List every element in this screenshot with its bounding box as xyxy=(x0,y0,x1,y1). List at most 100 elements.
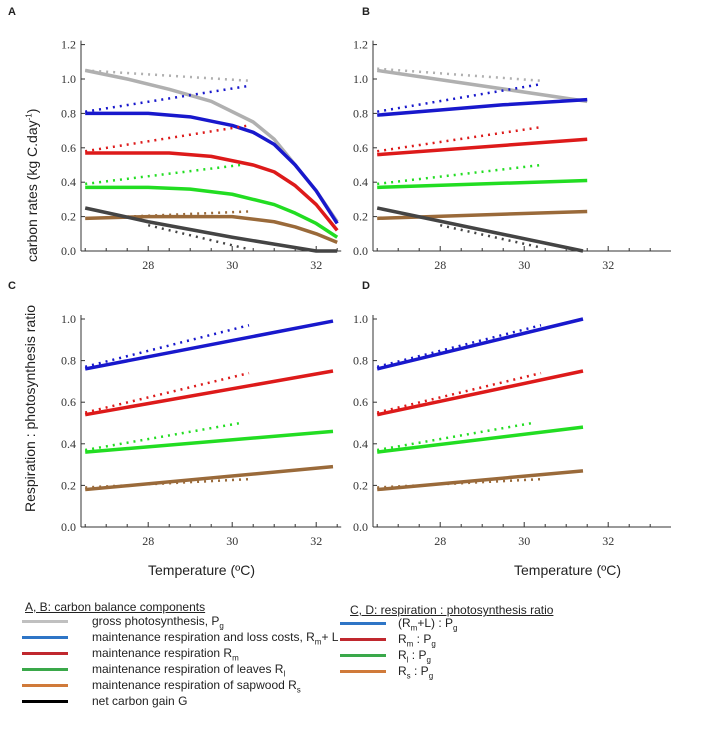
y-tick-label: 1.2 xyxy=(61,38,76,52)
legend-sub: g xyxy=(426,655,431,665)
y-tick-label: 0.6 xyxy=(61,395,76,409)
y-tick-label: 0.4 xyxy=(61,437,76,451)
y-axis-label-cd: Respiration : photosynthesis ratio xyxy=(22,305,38,512)
y-tick-label: 0.8 xyxy=(61,354,76,368)
series-dotted-line xyxy=(84,421,241,452)
y-tick-label: 0.4 xyxy=(61,175,76,189)
legend-text: net carbon gain G xyxy=(92,694,188,708)
legend-label: maintenance respiration Rm xyxy=(92,646,239,662)
legend-swatch xyxy=(22,684,68,687)
series-line xyxy=(85,151,339,232)
y-tick-label: 0.0 xyxy=(353,520,368,534)
legend-swatch xyxy=(340,622,386,625)
legend-text: maintenance respiration R xyxy=(92,646,233,660)
series-line xyxy=(376,425,584,454)
x-axis-label-c: Temperature (ºC) xyxy=(148,562,256,578)
y-tick-label: 0.8 xyxy=(353,106,368,120)
y-tick-label: 1.0 xyxy=(61,312,76,326)
legend-label: Rl : Pg xyxy=(398,648,431,664)
legend-text: R xyxy=(398,664,407,678)
series-line xyxy=(84,206,338,253)
x-tick-label: 32 xyxy=(310,534,322,548)
series-line xyxy=(85,214,338,245)
series-dotted-line xyxy=(376,421,533,452)
series-line xyxy=(376,369,584,417)
legend-ab-title: A, B: carbon balance components xyxy=(25,600,206,614)
legend-text: : P xyxy=(408,648,427,662)
series-dotted-line xyxy=(85,163,241,186)
legend-label: gross photosynthesis, Pg xyxy=(92,614,224,630)
series-line xyxy=(377,178,588,190)
x-tick-label: 28 xyxy=(142,534,154,548)
legend-sub: l xyxy=(283,669,286,679)
legend-sub: g xyxy=(431,639,436,649)
y-tick-label: 0.2 xyxy=(61,210,76,224)
series-line xyxy=(376,317,584,371)
legend-label: Rs : Pg xyxy=(398,664,433,680)
legend-sub: s xyxy=(296,685,301,695)
series-line xyxy=(376,206,584,253)
y-tick-label: 1.0 xyxy=(61,72,76,86)
legend-text: : P xyxy=(410,664,429,678)
y-axis-label-ab: carbon rates (kg C.day-1) xyxy=(24,109,40,262)
x-tick-label: 30 xyxy=(226,534,238,548)
x-tick-label: 28 xyxy=(434,258,446,272)
series-line xyxy=(85,464,334,492)
panel-label-a: A xyxy=(8,6,16,18)
series-line xyxy=(84,319,334,371)
series-dotted-line xyxy=(376,371,542,414)
series-line xyxy=(377,137,588,157)
series-line xyxy=(377,469,584,492)
legend-text: gross photosynthesis, P xyxy=(92,614,220,628)
legend-sub: m xyxy=(232,653,239,663)
legend-sub: g xyxy=(453,623,458,633)
series-line xyxy=(84,369,334,417)
y-tick-label: 0.2 xyxy=(61,478,76,492)
y-tick-label: 0.6 xyxy=(353,141,368,155)
series-dotted-line xyxy=(84,324,250,369)
series-line xyxy=(85,429,334,454)
legend-swatch xyxy=(340,670,386,673)
series-line xyxy=(85,185,339,239)
series-line xyxy=(377,209,588,221)
legend-swatch xyxy=(340,654,386,657)
x-axis-label-d: Temperature (ºC) xyxy=(514,562,622,578)
series-line xyxy=(377,97,588,117)
y-tick-label: 1.0 xyxy=(353,72,368,86)
y-tick-label: 0.8 xyxy=(61,106,76,120)
y-tick-label: 0.4 xyxy=(353,437,368,451)
x-tick-label: 30 xyxy=(518,258,530,272)
y-tick-label: 0.2 xyxy=(353,210,368,224)
legend-label: net carbon gain G xyxy=(92,694,187,710)
y-tick-label: 0.4 xyxy=(353,175,368,189)
x-tick-label: 30 xyxy=(226,258,238,272)
y-tick-label: 1.2 xyxy=(353,38,368,52)
series-dotted-line xyxy=(439,223,542,249)
legend-text: (R xyxy=(398,616,411,630)
legend-label: maintenance respiration and loss costs, … xyxy=(92,630,338,646)
panel-label-b: B xyxy=(362,6,370,18)
series-dotted-line xyxy=(84,371,250,414)
x-tick-label: 32 xyxy=(310,258,322,272)
legend-text: R xyxy=(398,632,407,646)
legend-sub: l xyxy=(406,655,409,665)
x-tick-label: 32 xyxy=(602,534,614,548)
y-label-text: carbon rates (kg C.day xyxy=(24,120,40,262)
legend-label: maintenance respiration of leaves Rl xyxy=(92,662,285,678)
legend-text: + L xyxy=(321,630,339,644)
panel-label-d: D xyxy=(362,280,370,292)
y-tick-label: 0.0 xyxy=(61,520,76,534)
legend-sub: m xyxy=(406,639,414,649)
legend-text: maintenance respiration of leaves R xyxy=(92,662,284,676)
legend-swatch xyxy=(340,638,386,641)
series-dotted-line xyxy=(376,324,542,369)
series-line xyxy=(85,111,339,225)
legend-text: maintenance respiration of sapwood R xyxy=(92,678,297,692)
legend-sub: m xyxy=(410,623,418,633)
legend-sub: g xyxy=(219,621,224,631)
legend-label: Rm : Pg xyxy=(398,632,436,648)
legend-text: maintenance respiration and loss costs, … xyxy=(92,630,315,644)
legend-sub: g xyxy=(428,671,434,681)
